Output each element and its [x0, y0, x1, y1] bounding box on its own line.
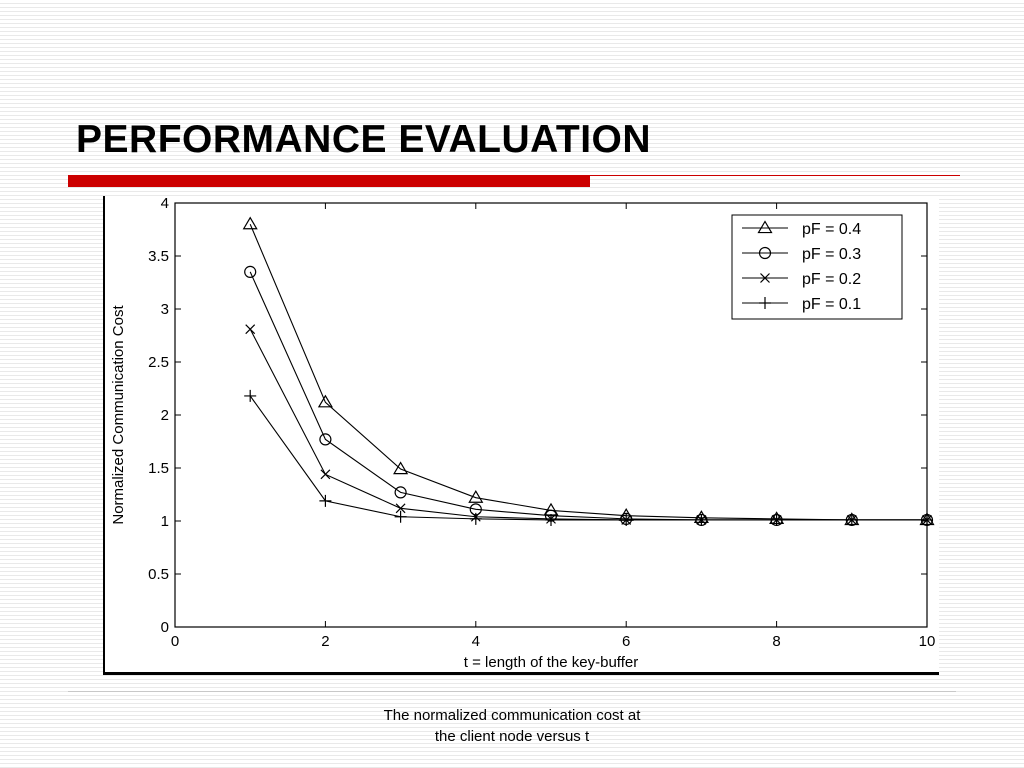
legend-label: pF = 0.1 [802, 296, 861, 313]
y-tick-label: 2 [161, 407, 169, 424]
data-point-marker [394, 510, 407, 523]
x-tick-label: 10 [919, 633, 936, 650]
data-point-marker [393, 461, 409, 475]
data-point-marker [394, 486, 407, 499]
legend-marker [757, 220, 773, 234]
figure-caption: The normalized communication cost at the… [383, 707, 641, 745]
chart-frame: 0 2 4 6 8 10 0 0.5 1 1.5 2 2.5 3 3.5 4 t = length of t… [103, 196, 939, 675]
y-tick-label: 0.5 [148, 566, 169, 583]
data-point-marker [317, 394, 333, 408]
x-tick-label: 6 [622, 633, 630, 650]
legend-label: pF = 0.2 [802, 271, 861, 288]
legend-marker [759, 297, 771, 309]
y-tick-label: 3.5 [148, 248, 169, 265]
data-point-marker [921, 513, 933, 526]
x-tick-label: 8 [772, 633, 780, 650]
y-tick-label: 1 [161, 513, 169, 530]
series-plus [244, 389, 933, 526]
data-point-marker [395, 503, 406, 514]
line-chart: 0 2 4 6 8 10 0 0.5 1 1.5 2 2.5 3 3.5 4 t = length of t… [110, 196, 935, 671]
data-point-marker [845, 513, 858, 526]
x-tick-label: 2 [321, 633, 329, 650]
y-tick-label: 1.5 [148, 460, 169, 477]
data-point-marker [620, 513, 633, 526]
legend-marker [760, 273, 770, 283]
y-tick-label: 4 [161, 196, 169, 212]
y-tick-label: 2.5 [148, 354, 169, 371]
data-point-marker [320, 469, 331, 480]
legend-label: pF = 0.4 [802, 221, 861, 238]
x-axis-label: t = length of the key-buffer [464, 654, 638, 671]
title-underline-bar [68, 175, 590, 187]
data-point-marker [245, 324, 256, 335]
slide-title: PERFORMANCE EVALUATION [76, 118, 652, 161]
data-point-marker [770, 513, 783, 526]
legend-marker [758, 246, 772, 260]
x-tick-label: 0 [171, 633, 179, 650]
legend-label: pF = 0.3 [802, 246, 861, 263]
footer-divider [68, 691, 956, 692]
x-tick-label: 4 [472, 633, 480, 650]
data-point-marker [319, 433, 332, 446]
series-line [249, 395, 927, 521]
y-axis-label: Normalized Communication Cost [110, 305, 127, 525]
legend: pF = 0.4 pF = 0.3 pF = 0.2 pF = 0.1 [731, 214, 903, 320]
data-point-marker [242, 216, 258, 230]
axis-ticks: 0 2 4 6 8 10 0 0.5 1 1.5 2 2.5 3 3.5 4 [148, 196, 935, 650]
data-point-marker [244, 389, 257, 402]
data-point-marker [244, 265, 257, 279]
title-underline-rule [590, 175, 960, 176]
data-point-marker [469, 512, 482, 525]
y-tick-label: 3 [161, 301, 169, 318]
series-group [242, 216, 935, 527]
data-point-marker [319, 494, 332, 507]
data-point-marker [468, 489, 484, 503]
data-point-marker [695, 513, 708, 526]
data-point-marker [545, 513, 557, 526]
y-tick-label: 0 [161, 619, 169, 636]
